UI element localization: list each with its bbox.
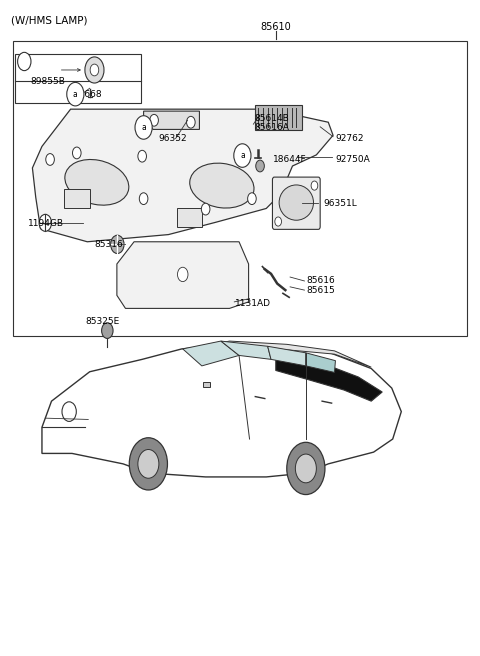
Circle shape xyxy=(311,181,318,190)
Ellipse shape xyxy=(65,159,129,205)
FancyBboxPatch shape xyxy=(273,177,320,230)
Circle shape xyxy=(129,438,168,490)
Text: 92750A: 92750A xyxy=(336,155,370,164)
Circle shape xyxy=(234,144,251,167)
Text: 84668: 84668 xyxy=(73,90,102,98)
Text: 85316: 85316 xyxy=(95,240,123,249)
Polygon shape xyxy=(203,382,210,387)
Circle shape xyxy=(138,150,146,162)
Bar xyxy=(13,41,467,336)
Circle shape xyxy=(90,64,99,76)
Circle shape xyxy=(138,449,159,478)
Text: 18644F: 18644F xyxy=(274,155,307,164)
Text: 85610: 85610 xyxy=(261,22,291,32)
Text: 85325E: 85325E xyxy=(85,317,119,326)
Circle shape xyxy=(256,160,264,172)
Circle shape xyxy=(85,57,104,83)
Circle shape xyxy=(275,217,281,226)
Circle shape xyxy=(201,203,210,215)
Circle shape xyxy=(18,52,31,71)
Circle shape xyxy=(111,236,124,253)
Text: 1194GB: 1194GB xyxy=(28,219,64,228)
Text: 85614B: 85614B xyxy=(254,114,289,123)
Polygon shape xyxy=(268,346,306,366)
Text: 85616: 85616 xyxy=(307,276,336,285)
Circle shape xyxy=(187,116,195,128)
Bar xyxy=(15,54,141,102)
Text: (W/HMS LAMP): (W/HMS LAMP) xyxy=(11,16,87,26)
Text: 1131AD: 1131AD xyxy=(235,298,271,308)
Circle shape xyxy=(248,193,256,205)
Circle shape xyxy=(102,323,113,338)
Polygon shape xyxy=(33,109,333,242)
Bar xyxy=(64,189,90,209)
Bar xyxy=(255,105,302,130)
Circle shape xyxy=(135,115,152,139)
Polygon shape xyxy=(192,341,371,367)
Bar xyxy=(177,209,202,227)
Polygon shape xyxy=(117,242,249,308)
Text: 85615: 85615 xyxy=(307,285,336,295)
Text: 85616A: 85616A xyxy=(254,123,289,132)
Text: a: a xyxy=(141,123,146,132)
Text: 92762: 92762 xyxy=(336,134,364,143)
Polygon shape xyxy=(42,344,401,477)
Polygon shape xyxy=(306,353,336,373)
Ellipse shape xyxy=(190,163,254,208)
Text: 96351L: 96351L xyxy=(324,199,357,209)
Polygon shape xyxy=(221,341,271,359)
Circle shape xyxy=(72,147,81,159)
Circle shape xyxy=(62,402,76,421)
Text: a: a xyxy=(73,90,78,98)
Polygon shape xyxy=(183,341,239,366)
Text: 89855B: 89855B xyxy=(30,77,65,85)
Circle shape xyxy=(178,267,188,281)
Circle shape xyxy=(39,215,51,232)
Circle shape xyxy=(139,193,148,205)
Text: 96352: 96352 xyxy=(159,134,188,143)
Circle shape xyxy=(287,442,325,495)
Ellipse shape xyxy=(279,185,313,220)
Polygon shape xyxy=(144,111,199,129)
Circle shape xyxy=(150,114,158,126)
Circle shape xyxy=(295,454,316,483)
Circle shape xyxy=(46,154,54,165)
Text: a: a xyxy=(240,151,245,160)
Circle shape xyxy=(67,83,84,106)
Polygon shape xyxy=(276,354,382,401)
Text: a: a xyxy=(22,57,27,66)
